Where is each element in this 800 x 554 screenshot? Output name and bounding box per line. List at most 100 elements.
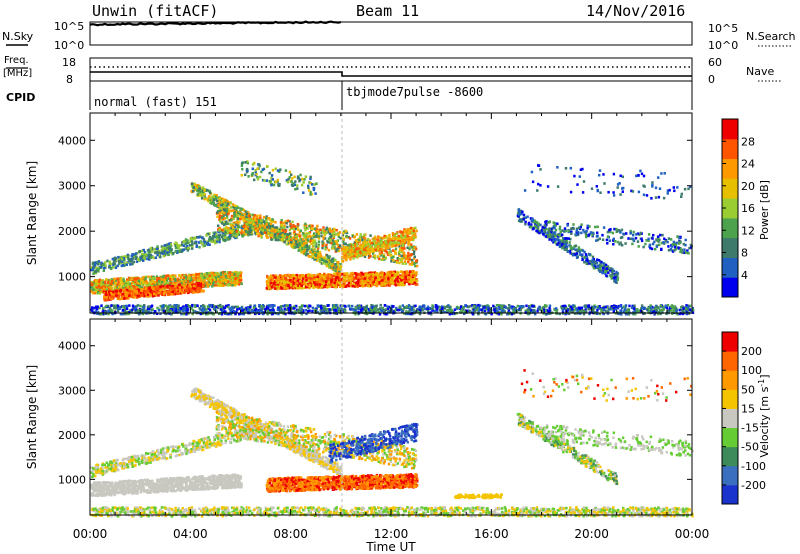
data-cell: [110, 266, 113, 270]
data-cell: [159, 288, 162, 292]
data-cell: [196, 283, 200, 286]
data-cell: [245, 212, 249, 216]
data-cell: [150, 250, 154, 253]
data-cell: [162, 278, 166, 281]
nsky-label: N.Sky: [2, 30, 34, 43]
data-cell: [229, 201, 232, 205]
data-cell: [92, 272, 95, 276]
data-cell: [391, 256, 394, 259]
data-cell: [182, 276, 186, 280]
data-cell: [214, 231, 217, 234]
data-cell: [127, 257, 130, 260]
data-cell: [189, 237, 192, 240]
data-cell: [176, 244, 179, 247]
data-cell: [222, 223, 226, 227]
data-cell: [172, 275, 175, 279]
data-cell: [266, 225, 269, 229]
data-cell: [238, 221, 241, 224]
data-cell: [410, 246, 414, 249]
data-cell: [298, 239, 302, 242]
data-cell: [145, 284, 148, 288]
data-cell: [204, 285, 207, 288]
data-cell: [130, 290, 134, 294]
data-cell: [131, 257, 135, 260]
data-cell: [112, 263, 115, 267]
data-cell: [95, 290, 98, 293]
data-cell: [226, 202, 230, 206]
data-cell: [289, 235, 292, 239]
data-cell: [220, 203, 223, 207]
data-cell: [200, 277, 203, 281]
data-cell: [412, 252, 416, 256]
data-cell: [185, 288, 188, 292]
data-cell: [181, 278, 185, 282]
data-cell: [203, 189, 206, 192]
data-cell: [120, 264, 123, 268]
data-cell: [358, 273, 361, 277]
data-cell: [172, 251, 175, 255]
data-cell: [148, 276, 152, 280]
data-cell: [218, 284, 221, 287]
data-cell: [212, 202, 216, 205]
data-cell: [110, 295, 113, 299]
data-cell: [187, 284, 190, 287]
data-cell: [122, 288, 125, 292]
data-cell: [97, 291, 100, 294]
data-cell: [152, 292, 156, 295]
data-cell: [138, 284, 141, 288]
data-cell: [178, 283, 181, 287]
data-cell: [142, 280, 145, 283]
data-cell: [117, 295, 120, 299]
data-cell: [319, 228, 322, 232]
freq-tick-right-bottom: 0: [708, 73, 715, 86]
data-cell: [219, 282, 222, 286]
data-cell: [310, 242, 313, 246]
data-cell: [141, 294, 144, 297]
data-cell: [239, 274, 242, 277]
data-cell: [108, 293, 112, 296]
data-cell: [198, 287, 202, 290]
data-cell: [102, 269, 105, 272]
data-cell: [232, 277, 235, 280]
data-cell: [117, 262, 121, 266]
data-cell: [398, 248, 402, 251]
data-cell: [326, 240, 330, 244]
data-cell: [110, 280, 114, 283]
data-cell: [206, 243, 210, 246]
data-cell: [152, 275, 155, 279]
data-cell: [163, 248, 166, 251]
data-cell: [218, 280, 221, 283]
data-cell: [180, 291, 184, 294]
data-cell: [328, 264, 331, 268]
data-cell: [144, 253, 147, 256]
data-cell: [104, 280, 107, 284]
data-cell: [126, 289, 129, 293]
data-cell: [317, 232, 321, 235]
data-cell: [161, 250, 164, 254]
data-cell: [227, 227, 230, 230]
data-cell: [135, 292, 138, 295]
data-cell: [415, 264, 419, 268]
data-cell: [412, 274, 416, 277]
data-cell: [245, 225, 248, 228]
data-cell: [247, 211, 250, 214]
data-cell: [137, 292, 140, 295]
data-cell: [373, 256, 377, 260]
data-cell: [165, 274, 168, 278]
data-cell: [91, 268, 94, 272]
data-cell: [178, 244, 182, 247]
data-cell: [319, 277, 322, 280]
data-cell: [140, 255, 144, 258]
data-cell: [101, 288, 104, 292]
data-cell: [185, 241, 188, 245]
data-cell: [235, 276, 238, 280]
data-cell: [299, 242, 302, 246]
data-cell: [215, 233, 218, 236]
data-cell: [279, 283, 283, 286]
data-cell: [149, 293, 152, 297]
data-cell: [233, 280, 236, 284]
data-cell: [223, 274, 226, 278]
data-cell: [142, 281, 145, 285]
data-cell: [219, 281, 223, 284]
data-cell: [185, 282, 188, 286]
